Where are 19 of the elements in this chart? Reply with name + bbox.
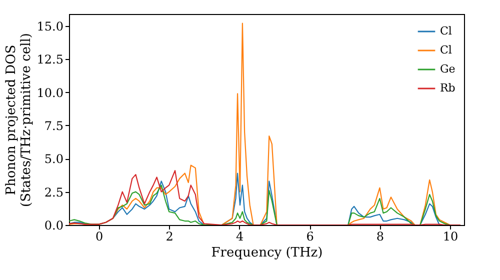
y-tick-label: 15.0 bbox=[36, 19, 64, 34]
x-tick-label: 0 bbox=[96, 230, 104, 244]
x-tick-label: 6 bbox=[306, 230, 314, 244]
legend-label: Cl bbox=[440, 24, 452, 38]
y-axis-title: Phonon projected DOS (States/THz·primitive cell) bbox=[4, 32, 34, 208]
legend-label: Ge bbox=[440, 62, 456, 76]
y-tick-label: 2.5 bbox=[44, 185, 64, 200]
y-tick-label: 12.5 bbox=[36, 52, 64, 67]
x-tick-label: 10 bbox=[442, 230, 458, 244]
x-axis-title: Frequency (THz) bbox=[211, 246, 323, 260]
y-tick-label: 7.5 bbox=[44, 118, 64, 133]
x-tick-label: 8 bbox=[376, 230, 384, 244]
x-tick-label: 2 bbox=[166, 230, 174, 244]
y-tick-label: 5.0 bbox=[44, 152, 64, 166]
legend-label: Rb bbox=[440, 82, 456, 94]
y-tick-label: 0.0 bbox=[44, 218, 64, 232]
legend-label: Cl bbox=[440, 44, 452, 56]
x-tick-label: 4 bbox=[236, 230, 244, 244]
y-tick-label: 10.0 bbox=[36, 86, 64, 100]
